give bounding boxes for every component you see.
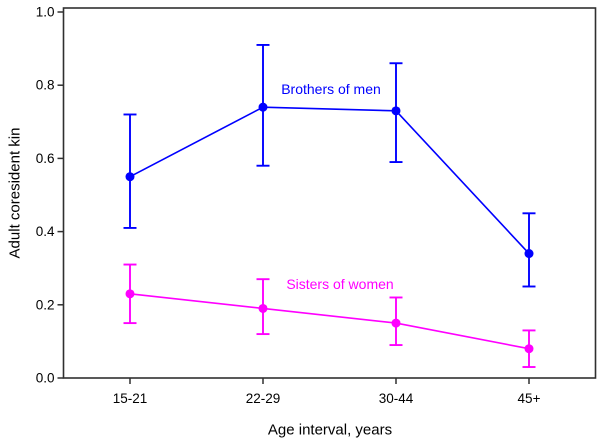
x-tick-label: 22-29 [246,391,281,406]
data-point-sisters-of-women [524,344,534,354]
series-label-brothers-of-men: Brothers of men [281,81,381,97]
y-tick-label: 0.8 [36,78,55,93]
x-tick-label: 45+ [518,391,541,406]
x-tick-label: 30-44 [379,391,414,406]
y-tick-label: 0.6 [36,151,55,166]
x-axis-title: Age interval, years [267,421,393,439]
data-point-brothers-of-men [391,106,401,116]
y-tick-label: 0.4 [36,224,55,239]
y-tick-label: 1.0 [36,5,55,20]
series-label-sisters-of-women: Sisters of women [286,276,394,292]
series-line-brothers-of-men [129,106,530,255]
y-tick-label: 0.0 [36,371,55,386]
y-axis-title: Adult coresident kin [6,127,24,259]
y-tick-label: 0.2 [36,297,55,312]
data-point-sisters-of-women [258,303,268,313]
data-point-brothers-of-men [524,249,534,259]
data-point-sisters-of-women [391,318,401,328]
plot-frame [62,7,597,379]
x-tick-label: 15-21 [113,391,148,406]
series-line-sisters-of-women [129,293,530,350]
data-point-brothers-of-men [125,172,135,182]
data-point-sisters-of-women [125,289,135,299]
data-point-brothers-of-men [258,102,268,112]
